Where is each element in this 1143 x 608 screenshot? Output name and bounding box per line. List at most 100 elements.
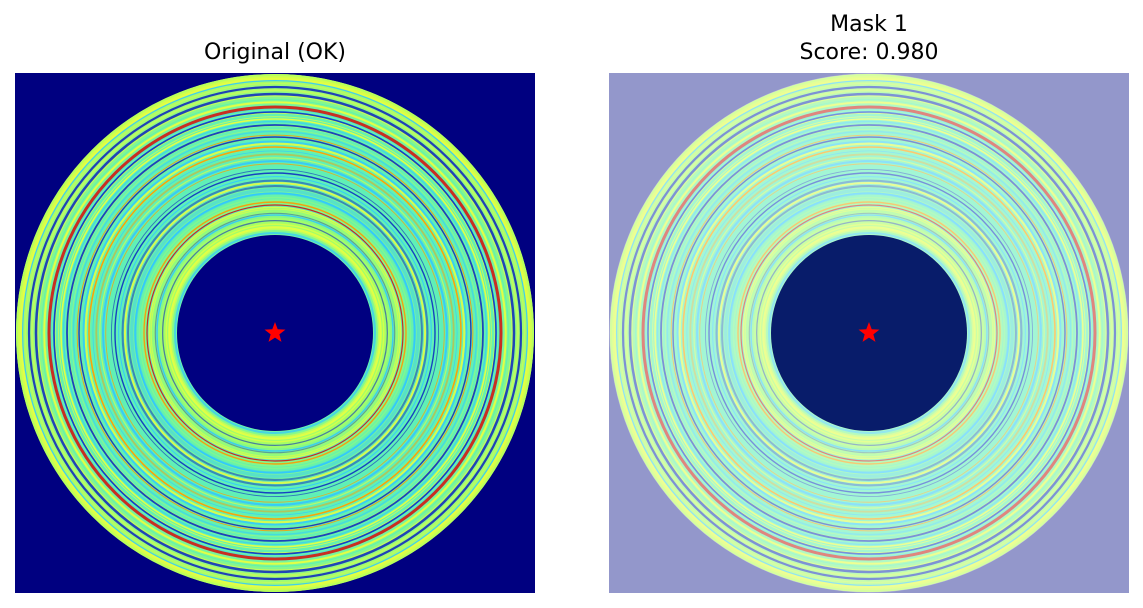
texture-ring — [84, 142, 466, 524]
texture-ring — [18, 76, 532, 590]
texture-ring — [58, 116, 492, 550]
strong-ring — [628, 92, 1110, 574]
texture-ring — [686, 150, 1052, 516]
strong-ring — [53, 111, 497, 555]
texture-ring — [701, 165, 1037, 501]
strong-ring — [737, 201, 1001, 465]
strong-ring — [88, 146, 462, 520]
texture-ring — [759, 223, 979, 443]
texture-ring — [730, 194, 1008, 472]
texture-ring — [666, 130, 1072, 536]
texture-ring — [611, 75, 1127, 591]
texture-ring — [764, 228, 974, 438]
texture-ring — [165, 223, 385, 443]
center-star-icon — [264, 322, 286, 342]
strong-ring — [124, 182, 426, 484]
texture-ring — [678, 142, 1060, 524]
texture-ring — [17, 75, 533, 591]
texture-ring — [676, 140, 1062, 526]
texture-ring — [712, 176, 1026, 490]
texture-ring — [652, 116, 1086, 550]
strong-ring — [647, 111, 1091, 555]
texture-ring — [744, 208, 994, 458]
strong-ring — [672, 136, 1066, 530]
strong-ring — [621, 85, 1117, 581]
texture-ring — [648, 112, 1090, 554]
texture-ring — [92, 150, 458, 516]
texture-ring — [173, 231, 377, 435]
original-image — [15, 73, 535, 593]
strong-ring — [654, 118, 1084, 548]
strong-ring — [750, 214, 988, 452]
texture-ring — [150, 208, 400, 458]
texture-ring — [105, 163, 445, 503]
mask-ring-image — [609, 73, 1129, 593]
texture-ring — [742, 206, 996, 460]
texture-ring — [615, 79, 1123, 587]
original-title: Original (OK) — [204, 40, 346, 65]
strong-ring — [718, 182, 1020, 484]
texture-ring — [726, 190, 1012, 476]
strong-ring — [78, 136, 472, 530]
strong-ring — [728, 192, 1010, 474]
texture-ring — [748, 212, 990, 454]
texture-ring — [631, 95, 1107, 571]
texture-ring — [107, 165, 443, 501]
strong-ring — [34, 92, 516, 574]
texture-ring — [31, 89, 519, 577]
texture-ring — [752, 216, 986, 450]
texture-ring — [767, 231, 971, 435]
texture-ring — [762, 226, 976, 440]
strong-ring — [156, 214, 394, 452]
texture-ring — [121, 179, 429, 487]
texture-ring — [54, 112, 496, 554]
texture-ring — [715, 179, 1023, 487]
ring-outer-edge — [610, 74, 1128, 592]
texture-ring — [612, 76, 1126, 590]
texture-ring — [158, 216, 392, 450]
strong-ring — [66, 124, 484, 542]
texture-ring — [82, 140, 468, 526]
texture-ring — [140, 198, 410, 468]
texture-ring — [154, 212, 396, 454]
strong-ring — [101, 159, 449, 507]
texture-ring — [37, 95, 513, 571]
texture-ring — [721, 185, 1017, 481]
texture-ring — [136, 194, 414, 472]
texture-ring — [656, 120, 1082, 546]
center-star-icon — [858, 322, 880, 342]
texture-ring — [635, 99, 1103, 567]
strong-ring — [134, 192, 416, 474]
ring-outer-edge — [16, 74, 534, 592]
strong-ring — [614, 78, 1124, 588]
texture-ring — [664, 128, 1074, 538]
texture-ring — [734, 198, 1004, 468]
strong-ring — [660, 124, 1078, 542]
strong-ring — [43, 101, 507, 565]
strong-ring — [27, 85, 523, 581]
strong-ring — [695, 159, 1043, 507]
strong-ring — [20, 78, 530, 588]
texture-ring — [127, 185, 423, 481]
mask-image — [609, 73, 1129, 593]
texture-ring — [95, 153, 455, 513]
texture-ring — [148, 206, 402, 460]
strong-ring — [637, 101, 1101, 565]
texture-ring — [670, 134, 1068, 532]
strong-ring — [47, 105, 503, 561]
texture-ring — [76, 134, 474, 532]
texture-ring — [699, 163, 1039, 503]
texture-ring — [24, 82, 526, 584]
texture-ring — [132, 190, 418, 476]
texture-ring — [50, 108, 500, 558]
strong-ring — [143, 201, 407, 465]
texture-ring — [693, 157, 1045, 509]
texture-ring — [110, 168, 440, 498]
texture-ring — [118, 176, 432, 490]
texture-ring — [756, 220, 982, 446]
texture-ring — [618, 82, 1120, 584]
texture-ring — [70, 128, 480, 538]
strong-ring — [146, 204, 404, 462]
texture-ring — [72, 130, 478, 536]
mask-score: Score: 0.980 — [799, 40, 939, 65]
